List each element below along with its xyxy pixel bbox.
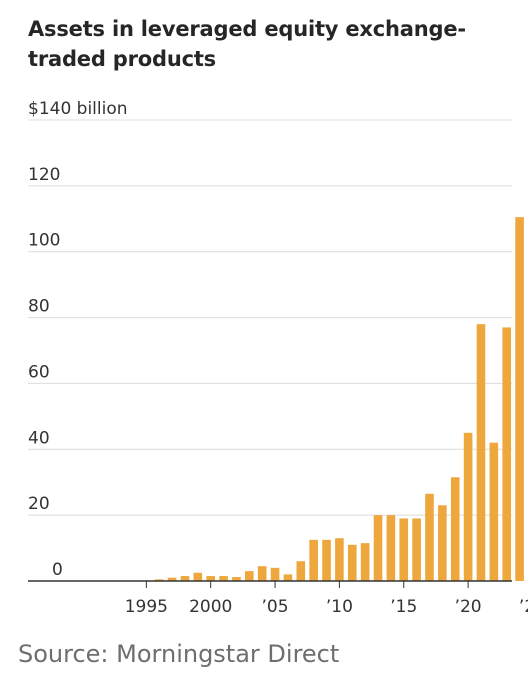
- x-tick-label: 1995: [125, 597, 168, 617]
- y-tick-label: 20: [28, 494, 50, 514]
- y-tick-label: 120: [28, 165, 60, 185]
- y-tick-label: 80: [28, 297, 50, 317]
- x-tick-label: ’20: [455, 597, 482, 617]
- bars: [116, 217, 524, 581]
- bar: [373, 515, 383, 581]
- bar: [257, 566, 267, 581]
- source-note: Source: Morningstar Direct: [18, 640, 340, 668]
- bar: [515, 217, 524, 581]
- bar: [167, 577, 177, 581]
- bar: [386, 515, 396, 581]
- x-tick-label: 2000: [189, 597, 232, 617]
- x-tick-label: ’15: [390, 597, 417, 617]
- bar: [206, 576, 215, 581]
- bar: [450, 477, 460, 581]
- y-tick-label: 100: [28, 231, 60, 251]
- bar: [347, 544, 357, 581]
- bar: [219, 576, 228, 581]
- bar: [193, 572, 203, 581]
- bar: [360, 543, 370, 581]
- bar: [476, 324, 486, 581]
- bar: [283, 574, 293, 581]
- y-axis-labels: 0 20 40 60 80 100 120 $140 billion: [28, 99, 128, 580]
- bar: [502, 327, 512, 581]
- x-tick-label: ’10: [326, 597, 353, 617]
- y-tick-label: 40: [28, 428, 50, 448]
- bar: [463, 432, 473, 581]
- bar: [412, 518, 421, 581]
- bar: [399, 518, 409, 581]
- bar: [438, 505, 447, 581]
- gridlines: [28, 119, 512, 516]
- bar: [154, 579, 164, 581]
- y-tick-label: $140 billion: [28, 99, 128, 119]
- bar: [232, 577, 241, 581]
- bar: [489, 442, 499, 581]
- x-axis-ticks: 1995 2000 ’05 ’10 ’15 ’20 ’25: [125, 581, 528, 617]
- bar: [425, 493, 434, 581]
- bar: [335, 538, 344, 581]
- y-tick-label: 60: [28, 362, 50, 382]
- y-tick-label: 0: [52, 560, 63, 580]
- bar: [296, 561, 306, 581]
- bar: [309, 539, 318, 581]
- x-tick-label: ’05: [262, 597, 289, 617]
- chart-title: Assets in leveraged equity exchange-trad…: [28, 17, 466, 71]
- bar-chart: 0 20 40 60 80 100 120 $140 billion 1995 2000 ’05 ’…: [28, 99, 528, 617]
- bar: [322, 539, 331, 581]
- x-tick-label: ’25: [519, 597, 528, 617]
- bar: [270, 567, 280, 581]
- bar: [180, 576, 190, 581]
- bar: [245, 571, 254, 581]
